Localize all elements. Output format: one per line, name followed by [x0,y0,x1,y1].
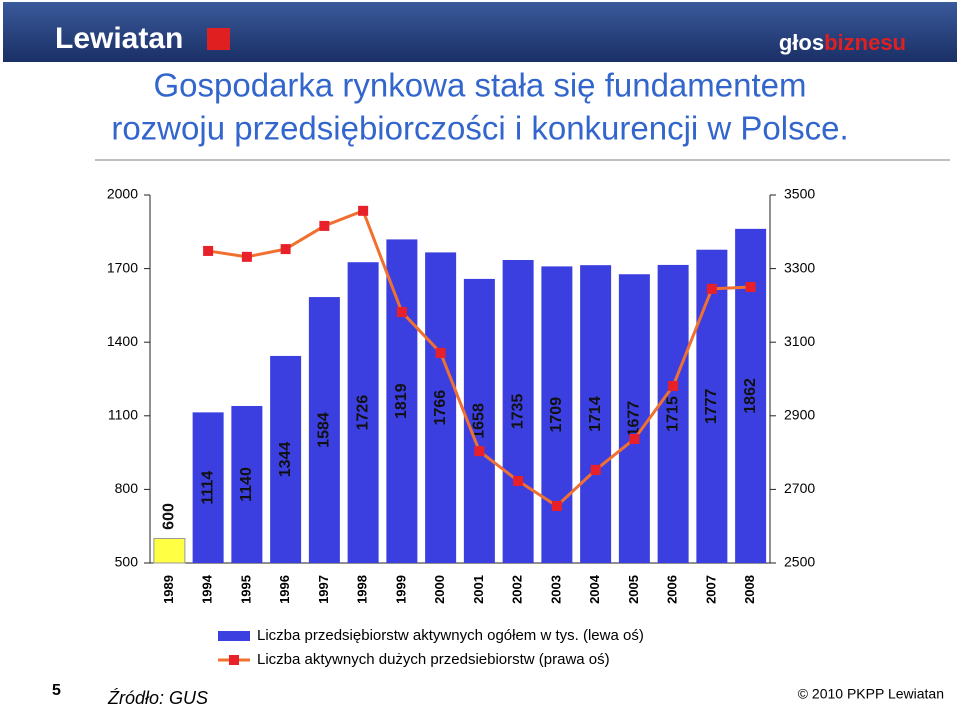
title: Gospodarka rynkowa stała się fundamentem [153,67,806,104]
line-marker [513,475,524,486]
bar [386,239,418,563]
title: rozwoju przedsiębiorczości i konkurencji… [111,110,848,147]
line-marker [590,464,601,475]
x-tick-label: 1999 [393,575,408,604]
line-marker [241,251,252,262]
bar [696,249,728,563]
bar-label: 1344 [277,442,294,478]
line-marker [474,446,485,457]
legend [212,621,716,675]
y2-tick-label: 3300 [784,259,815,275]
brand: głosbiznesu [779,30,906,55]
legend-label: Liczba aktywnych dużych przedsiebiorstw … [257,651,610,668]
bar-label: 1777 [703,388,720,424]
logo: Lewiatan [55,22,183,55]
logo-icon [207,28,230,50]
x-tick-label: 2008 [742,575,757,604]
y-tick-label: 1400 [107,333,138,349]
y2-tick-label: 3500 [784,186,815,202]
x-tick-label: 2005 [626,575,641,604]
legend-label: Liczba przedsiębiorstw aktywnych ogółem … [257,627,644,644]
bar-label: 1726 [354,395,371,431]
bar [347,262,379,563]
y2-tick-label: 3100 [784,333,815,349]
y-tick-label: 1100 [108,407,138,423]
y-tick-label: 800 [115,480,139,496]
bar-label: 1862 [742,378,759,414]
line-marker [551,500,562,511]
bar-label: 1114 [199,471,216,505]
line-marker [629,433,640,444]
line-marker [203,245,214,256]
x-tick-label: 2006 [665,575,680,604]
bar [231,405,263,563]
x-tick-label: 2001 [471,575,486,604]
line-marker [396,307,407,318]
header-band [3,2,957,62]
x-tick-label: 1989 [161,575,176,604]
y-tick-label: 2000 [107,186,138,202]
y-tick-label: 500 [115,554,139,570]
y-tick-label: 1700 [107,259,138,275]
y2-tick-label: 2500 [784,554,815,570]
bar-label: 1709 [548,397,565,433]
bar-label: 1584 [316,412,333,448]
bar [192,412,224,563]
bar-label: 1766 [432,390,449,426]
bar-label: 1735 [509,394,526,430]
bar [153,537,186,564]
x-tick-label: 1995 [238,575,253,604]
line-marker [280,244,291,255]
x-tick-label: 1998 [355,575,370,604]
copyright: © 2010 PKPP Lewiatan [798,686,944,702]
line-marker [319,220,330,231]
x-tick-label: 2007 [703,575,718,604]
line-marker [706,283,717,294]
page-number: 5 [52,682,61,699]
bar [425,252,457,563]
bar-label: 1658 [471,403,488,439]
x-tick-label: 2004 [587,574,602,604]
line-marker [435,347,446,358]
x-tick-label: 1996 [277,575,292,604]
bar [580,265,612,563]
x-tick-label: 2000 [432,575,447,604]
line-marker [745,282,756,292]
legend-swatch [218,631,250,641]
bar-label: 1677 [626,401,643,437]
bar-label: 1140 [238,467,255,502]
bar [308,297,340,563]
bar-label: 1819 [393,383,410,419]
bar-label: 1714 [587,396,604,432]
bar [270,355,302,563]
source: Źródło: GUS [107,688,208,708]
x-tick-label: 2002 [510,575,525,604]
legend-swatch [229,655,239,665]
bar-label: 600 [161,503,178,530]
bar [618,274,650,563]
bar [657,264,689,563]
y2-tick-label: 2700 [784,480,815,496]
x-tick-label: 1997 [316,575,331,604]
bar [502,260,534,563]
y2-tick-label: 2900 [784,407,815,423]
bar [541,266,573,563]
line-marker [668,380,679,391]
x-tick-label: 2003 [548,575,563,604]
bar-label: 1715 [664,396,681,432]
line-marker [358,205,369,216]
x-tick-label: 1994 [200,574,215,604]
